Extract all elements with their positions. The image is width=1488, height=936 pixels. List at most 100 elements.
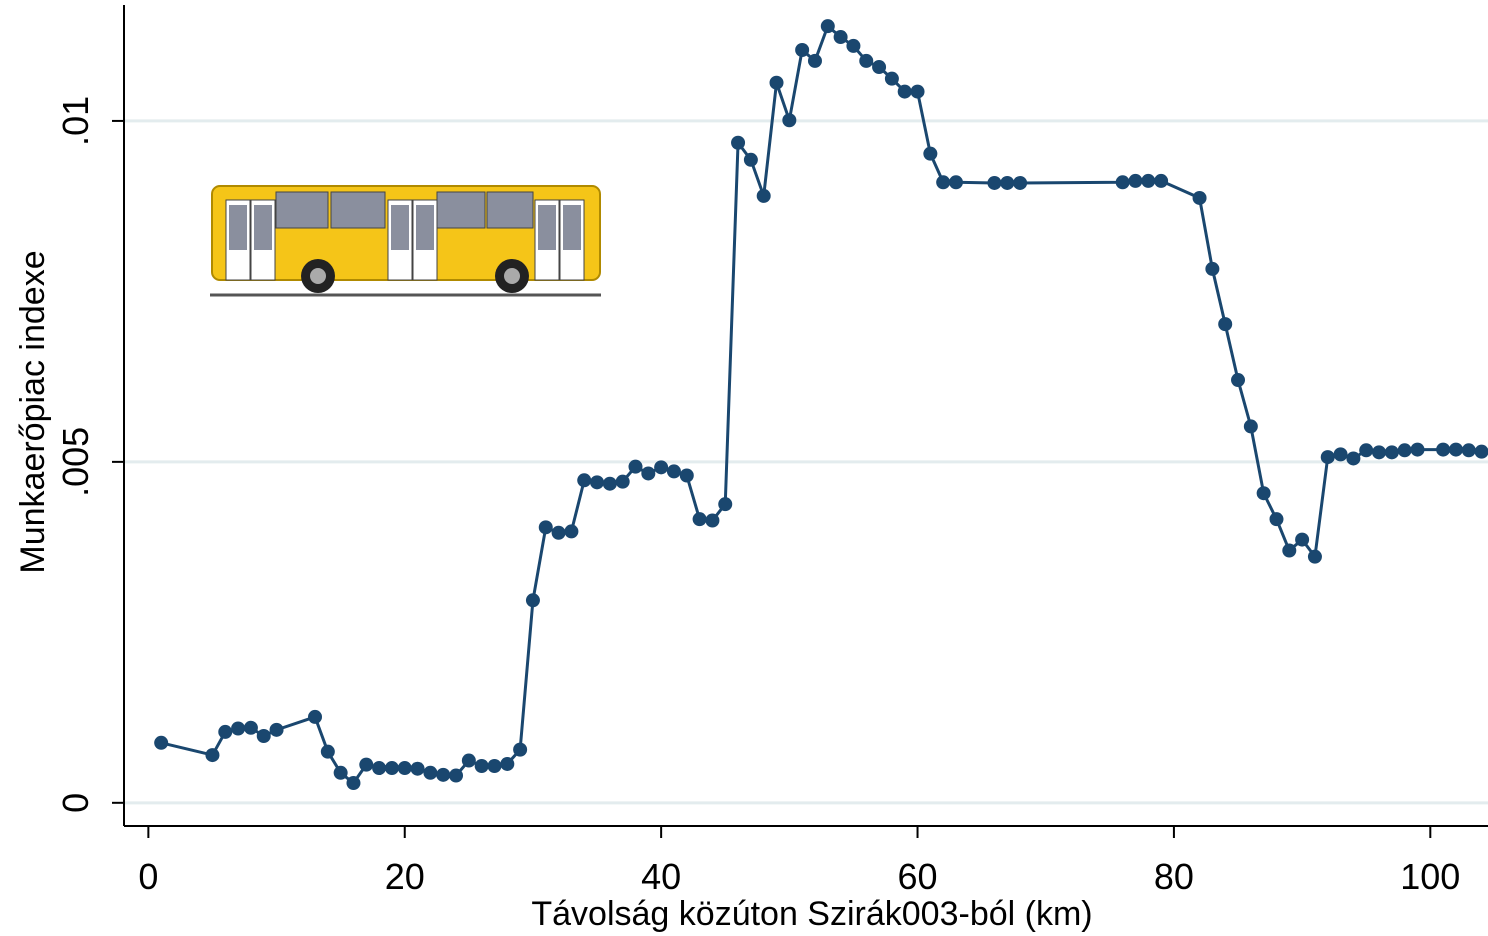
point bbox=[692, 512, 707, 527]
point bbox=[384, 761, 399, 776]
y-tick-label: .005 bbox=[55, 427, 96, 497]
point bbox=[538, 520, 553, 535]
point bbox=[756, 188, 771, 203]
point bbox=[423, 765, 438, 780]
point bbox=[513, 742, 528, 757]
point bbox=[1154, 173, 1169, 188]
point bbox=[154, 735, 169, 750]
point bbox=[731, 135, 746, 150]
point bbox=[461, 753, 476, 768]
point bbox=[1282, 543, 1297, 558]
point bbox=[1205, 261, 1220, 276]
x-tick-label: 100 bbox=[1400, 856, 1460, 897]
point bbox=[269, 722, 284, 737]
point bbox=[615, 474, 630, 489]
x-axis-title: Távolság közúton Szirák003-ból (km) bbox=[531, 895, 1092, 933]
point bbox=[551, 525, 566, 540]
point bbox=[884, 71, 899, 86]
point bbox=[487, 758, 502, 773]
point bbox=[320, 744, 335, 759]
point bbox=[590, 475, 605, 490]
point bbox=[987, 175, 1002, 190]
point bbox=[231, 721, 246, 736]
bus-illustration bbox=[210, 185, 601, 297]
point bbox=[1295, 532, 1310, 547]
point bbox=[679, 468, 694, 483]
point bbox=[359, 757, 374, 772]
x-tick-label: 20 bbox=[385, 856, 425, 897]
point bbox=[577, 473, 592, 488]
point bbox=[256, 728, 271, 743]
point bbox=[846, 38, 861, 53]
point bbox=[1333, 447, 1348, 462]
point bbox=[1231, 373, 1246, 388]
point bbox=[1192, 190, 1207, 205]
point bbox=[1218, 317, 1233, 332]
x-tick-label: 0 bbox=[138, 856, 158, 897]
point bbox=[205, 748, 220, 763]
y-tick-label: 0 bbox=[55, 793, 96, 813]
point bbox=[833, 30, 848, 45]
point bbox=[936, 175, 951, 190]
point bbox=[410, 761, 425, 776]
point bbox=[525, 593, 540, 608]
point bbox=[308, 709, 323, 724]
point bbox=[1474, 444, 1488, 459]
point bbox=[372, 761, 387, 776]
point bbox=[1410, 442, 1425, 457]
point bbox=[1461, 443, 1476, 458]
point bbox=[718, 497, 733, 512]
point bbox=[1013, 175, 1028, 190]
point bbox=[500, 756, 515, 771]
point bbox=[1115, 175, 1130, 190]
point bbox=[923, 146, 938, 161]
point bbox=[628, 459, 643, 474]
point bbox=[782, 113, 797, 128]
point bbox=[641, 466, 656, 481]
point bbox=[1320, 450, 1335, 465]
point bbox=[654, 460, 669, 475]
point bbox=[666, 464, 681, 479]
point bbox=[1384, 445, 1399, 460]
point bbox=[474, 758, 489, 773]
point bbox=[449, 768, 464, 783]
point bbox=[218, 724, 233, 739]
point bbox=[436, 767, 451, 782]
point bbox=[705, 513, 720, 528]
x-tick-label: 80 bbox=[1154, 856, 1194, 897]
point bbox=[910, 84, 925, 99]
point bbox=[1359, 443, 1374, 458]
point bbox=[872, 60, 887, 75]
point bbox=[743, 152, 758, 167]
line-series bbox=[160, 23, 1482, 786]
point bbox=[769, 75, 784, 90]
point bbox=[1307, 549, 1322, 564]
point bbox=[948, 175, 963, 190]
point bbox=[564, 524, 579, 539]
point bbox=[820, 19, 835, 34]
point bbox=[1397, 443, 1412, 458]
point bbox=[1448, 442, 1463, 457]
point bbox=[1128, 173, 1143, 188]
point bbox=[346, 776, 361, 791]
y-axis-title: Munkaerőpiac indexe bbox=[14, 250, 52, 573]
point bbox=[807, 53, 822, 68]
point bbox=[1372, 445, 1387, 460]
y-tick-label: .01 bbox=[55, 96, 96, 146]
point bbox=[243, 720, 258, 735]
point bbox=[333, 765, 348, 780]
point bbox=[1269, 512, 1284, 527]
point bbox=[1141, 173, 1156, 188]
point bbox=[602, 476, 617, 491]
point bbox=[897, 84, 912, 99]
point bbox=[859, 53, 874, 68]
x-tick-label: 40 bbox=[641, 856, 681, 897]
point bbox=[397, 761, 412, 776]
point bbox=[1256, 486, 1271, 501]
point bbox=[1243, 419, 1258, 434]
x-tick-label: 60 bbox=[898, 856, 938, 897]
point bbox=[1346, 451, 1361, 466]
point bbox=[1436, 442, 1451, 457]
point bbox=[1000, 175, 1015, 190]
